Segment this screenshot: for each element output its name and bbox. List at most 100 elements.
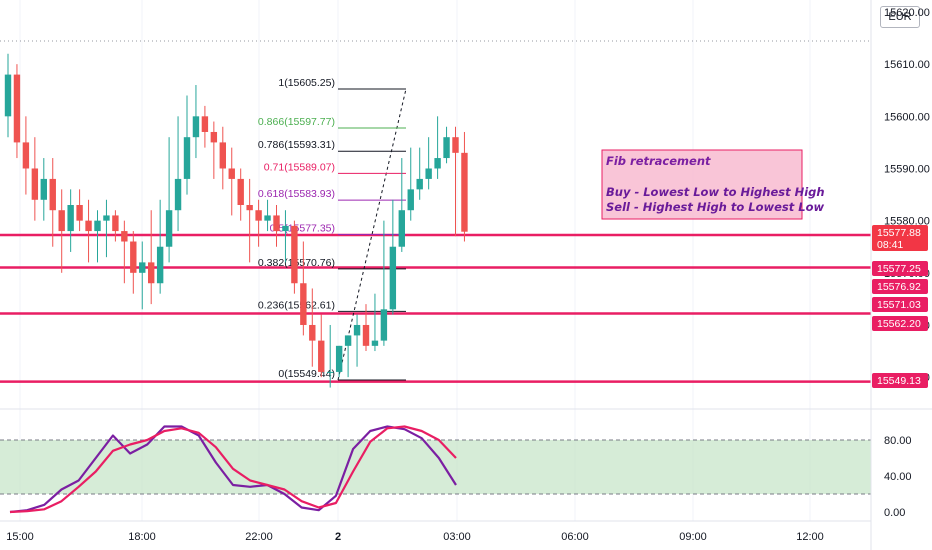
currency-selector[interactable]: EUR — [880, 6, 920, 28]
price-badge — [872, 316, 928, 331]
candle-body — [67, 205, 74, 232]
time-axis-label: 18:00 — [128, 531, 156, 543]
candle-body — [371, 340, 379, 346]
time-axis-label: 22:00 — [245, 531, 273, 543]
candle-body — [461, 152, 468, 232]
candle-body — [362, 324, 370, 346]
candle-body — [246, 205, 253, 211]
price-axis-label: 15600.00 — [884, 111, 930, 123]
note-line-1: Buy - Lowest Low to Highest High — [606, 185, 825, 199]
candle-body — [139, 262, 146, 273]
candle-body — [85, 220, 92, 232]
time-axis-label: 09:00 — [679, 531, 707, 543]
time-axis-label: 12:00 — [796, 531, 824, 543]
price-badge — [872, 279, 928, 294]
price-axis-label: 15590.00 — [884, 163, 930, 175]
note-background — [601, 149, 803, 220]
candle-body — [443, 137, 450, 159]
fib-level-label: 0.71(15589.07) — [264, 161, 335, 173]
candle-body — [4, 74, 12, 117]
candle-body — [282, 225, 289, 232]
price-axis-label: 15610.00 — [884, 59, 930, 71]
fib-note-box[interactable]: Fib retracement Buy - Lowest Low to High… — [601, 149, 825, 220]
fib-level-label: 1(15605.25) — [278, 77, 335, 89]
price-badge-label: 15571.03 — [877, 299, 921, 311]
candle-body — [398, 210, 405, 247]
candle-body — [31, 168, 39, 200]
candle-body — [416, 178, 423, 190]
candle-body — [318, 340, 325, 372]
price-badge-label: 15577.88 — [877, 227, 921, 239]
price-axis-label: 15580.00 — [884, 216, 930, 228]
candle-body — [255, 210, 262, 221]
candle-body — [49, 178, 56, 211]
time-axis-label: 2 — [335, 531, 341, 543]
candle-body — [219, 142, 226, 169]
candle-body — [130, 241, 137, 273]
candle-body — [183, 137, 191, 179]
price-axis[interactable]: 15610.0015600.0015590.0015580.0015570.00… — [872, 7, 930, 388]
candle-body — [353, 324, 361, 336]
candle-body — [22, 142, 30, 169]
note-line-2: Sell - Highest High to Lowest Low — [606, 200, 824, 214]
candle-body — [165, 210, 173, 247]
price-axis-label: 15620.00 — [884, 7, 930, 19]
overbought-oversold-band — [0, 440, 871, 494]
oscillator-axis-label: 0.00 — [884, 507, 905, 519]
candle-body — [94, 220, 101, 232]
candle-body — [300, 283, 307, 325]
oscillator-band — [0, 439, 871, 495]
candle-body — [407, 189, 414, 211]
candle-body — [174, 178, 182, 211]
price-badge-label: 15562.20 — [877, 318, 921, 330]
candle-body — [327, 371, 334, 373]
countdown-label: 08:41 — [877, 239, 903, 251]
fib-level-label: 0(15549.44) — [278, 368, 335, 380]
candle-body — [40, 178, 47, 200]
time-axis-label: 06:00 — [561, 531, 589, 543]
candle-body — [264, 215, 271, 221]
candle-body — [291, 225, 298, 284]
candle-body — [335, 345, 343, 372]
candle-body — [201, 116, 209, 132]
candle-body — [344, 335, 352, 346]
price-badge — [872, 225, 928, 251]
stochastic-oscillator — [9, 425, 457, 514]
candle-body — [121, 231, 128, 242]
note-title: Fib retracement — [606, 154, 711, 168]
stoch-d-line — [9, 425, 457, 514]
fib-level-label: 0.866(15597.77) — [258, 116, 335, 128]
candle-body — [76, 205, 83, 221]
candle-body — [434, 158, 441, 169]
candle-body — [192, 116, 200, 138]
fib-level-label: 0.236(15562.61) — [258, 299, 335, 311]
candlesticks — [4, 53, 468, 388]
fib-level-label: 0.786(15593.31) — [258, 139, 335, 151]
candle-body — [156, 246, 164, 284]
fib-level-label: 0.618(15583.93) — [258, 188, 335, 200]
time-axis-label: 03:00 — [443, 531, 471, 543]
price-badge — [872, 373, 928, 388]
oscillator-axis-label: 40.00 — [884, 471, 912, 483]
candle-body — [112, 215, 119, 232]
price-badge — [872, 261, 928, 276]
time-axis[interactable]: 15:00 18:00 22:00 2 03:00 06:00 09:00 12:00 — [6, 531, 824, 543]
price-badge-label: 15576.92 — [877, 281, 921, 293]
horizontal-lines[interactable] — [0, 233, 871, 383]
candle-body — [228, 168, 235, 179]
candle-body — [273, 215, 280, 232]
candle-body — [13, 74, 21, 143]
fib-retracement[interactable]: 1(15605.25) 0.866(15597.77) 0.786(15593.31… — [258, 77, 407, 381]
candle-body — [380, 309, 388, 341]
price-badge-label: 15549.13 — [877, 375, 921, 387]
price-badge-label: 15577.25 — [877, 263, 921, 275]
candle-body — [452, 137, 459, 153]
oscillator-axis: 80.00 40.00 0.00 — [884, 435, 912, 519]
candle-body — [148, 262, 155, 284]
candle-body — [425, 168, 432, 179]
fib-trendline — [337, 88, 407, 381]
price-badge — [872, 297, 928, 312]
candle-body — [103, 215, 110, 221]
candle-body — [309, 324, 316, 341]
